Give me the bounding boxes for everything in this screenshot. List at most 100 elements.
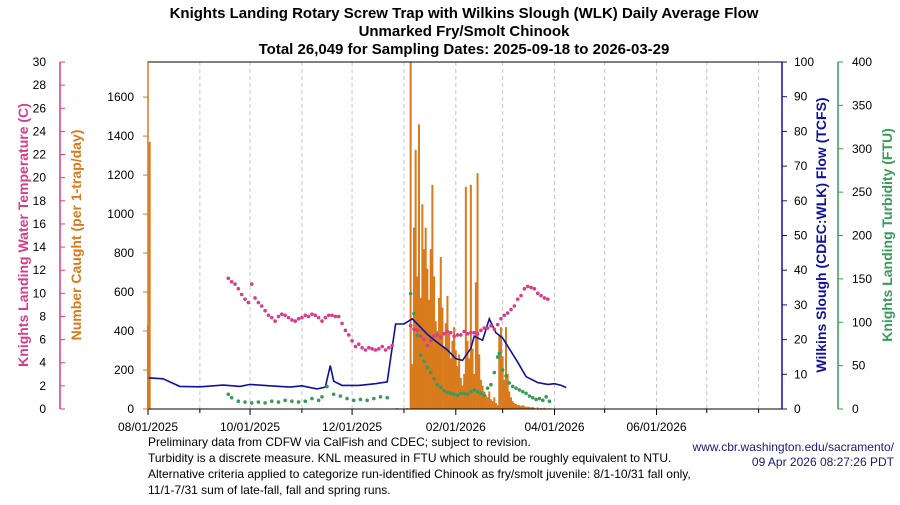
temperature-point bbox=[363, 348, 368, 352]
turbidity-point bbox=[422, 359, 426, 364]
catch-bar bbox=[421, 204, 424, 409]
temperature-point bbox=[266, 313, 271, 318]
temperature-point bbox=[492, 327, 497, 331]
catch-bar bbox=[530, 407, 533, 409]
catch-bar bbox=[513, 403, 516, 409]
temperature-point bbox=[415, 328, 420, 333]
temperature-point bbox=[300, 315, 304, 320]
turbidity-point bbox=[544, 395, 548, 399]
turbidity-point bbox=[517, 388, 522, 392]
temperature-point bbox=[452, 334, 456, 338]
catch-bar bbox=[453, 327, 456, 409]
turbidity-point bbox=[479, 391, 483, 396]
catch-bar bbox=[498, 334, 501, 409]
temperature-point bbox=[535, 291, 540, 296]
turbidity-point bbox=[412, 311, 416, 316]
temperature-points-layer bbox=[226, 276, 550, 352]
temperature-point bbox=[383, 348, 388, 352]
temp-tick-label: 0 bbox=[39, 402, 46, 416]
flow-tick-label: 10 bbox=[794, 367, 808, 381]
turbidity-point bbox=[500, 368, 505, 372]
temperature-point bbox=[313, 313, 318, 318]
catch-bar bbox=[451, 340, 454, 409]
turbidity-point bbox=[455, 393, 460, 397]
turbidity-point bbox=[408, 291, 413, 296]
turbidity-point bbox=[415, 333, 420, 338]
catch-bar bbox=[525, 407, 528, 409]
flow-tick-label: 80 bbox=[794, 124, 808, 138]
turbidity-point bbox=[472, 388, 477, 392]
turbidity-point bbox=[510, 384, 515, 389]
catch-bar bbox=[448, 332, 451, 409]
catch-bar bbox=[471, 348, 474, 409]
temp-tick-label: 26 bbox=[33, 101, 47, 115]
temperature-point bbox=[462, 329, 466, 334]
temperature-point bbox=[233, 282, 237, 286]
turbidity-point bbox=[492, 370, 497, 375]
temperature-point bbox=[390, 343, 395, 348]
turbidity-point bbox=[365, 398, 369, 403]
catch-bar bbox=[423, 249, 426, 409]
catch-bar bbox=[526, 406, 529, 409]
catch-tick-label: 400 bbox=[114, 324, 134, 338]
turbidity-point bbox=[418, 353, 423, 358]
turbidity-point bbox=[507, 381, 512, 385]
turbidity-point bbox=[530, 395, 535, 400]
temperature-point bbox=[333, 314, 338, 319]
turbidity-point bbox=[372, 396, 376, 401]
footnote-3: Alternative criteria applied to categori… bbox=[148, 467, 691, 481]
turbidity-point bbox=[465, 392, 470, 397]
turbidity-point bbox=[452, 392, 456, 397]
temperature-point bbox=[343, 328, 348, 333]
turbidity-point bbox=[249, 401, 254, 405]
temperature-point bbox=[432, 334, 436, 338]
flow-axis-label: Wilkins Slough (CDEC:WLK) Flow (TCFS) bbox=[813, 97, 829, 372]
catch-bar bbox=[516, 405, 519, 409]
catch-tick-label: 200 bbox=[114, 363, 134, 377]
catch-bar bbox=[481, 385, 484, 409]
turbidity-point bbox=[432, 376, 436, 381]
temp-tick-label: 12 bbox=[33, 263, 47, 277]
temperature-point bbox=[412, 327, 416, 331]
temperature-point bbox=[316, 315, 321, 320]
temperature-point bbox=[380, 344, 384, 349]
flow-tick-label: 60 bbox=[794, 194, 808, 208]
temperature-point bbox=[330, 313, 334, 318]
turbidity-point bbox=[495, 355, 500, 359]
catch-bar bbox=[466, 340, 469, 409]
turbidity-point bbox=[469, 389, 473, 394]
temperature-point bbox=[408, 323, 413, 328]
temperature-point bbox=[340, 321, 344, 326]
catch-bar bbox=[411, 364, 414, 409]
catch-bar bbox=[508, 391, 511, 409]
catch-bar bbox=[444, 323, 447, 409]
temp-tick-label: 8 bbox=[39, 309, 46, 323]
turbidity-points-layer bbox=[226, 291, 552, 405]
temperature-point bbox=[336, 314, 341, 319]
turbidity-point bbox=[290, 399, 294, 403]
catch-bar bbox=[474, 282, 477, 409]
turbidity-point bbox=[534, 397, 538, 402]
temp-tick-label: 22 bbox=[33, 148, 47, 162]
turbidity-point bbox=[445, 390, 450, 395]
temp-tick-label: 6 bbox=[39, 333, 46, 347]
turbidity-point bbox=[269, 399, 274, 403]
source-url[interactable]: www.cbr.washington.edu/sacramento/ bbox=[692, 440, 894, 454]
catch-bar bbox=[523, 406, 526, 409]
turbidity-tick-label: 50 bbox=[852, 359, 866, 373]
temperature-point bbox=[353, 344, 358, 349]
temperature-point bbox=[475, 332, 480, 336]
temperature-point bbox=[226, 276, 231, 281]
turbidity-tick-label: 0 bbox=[852, 402, 859, 416]
turbidity-point bbox=[520, 389, 525, 394]
turbidity-tick-label: 400 bbox=[852, 55, 872, 69]
catch-bar bbox=[463, 373, 466, 409]
turbidity-tick-label: 100 bbox=[852, 315, 872, 329]
temperature-point bbox=[367, 345, 371, 350]
catch-bar bbox=[484, 395, 487, 409]
turbidity-point bbox=[504, 374, 508, 378]
turbidity-point bbox=[358, 397, 363, 402]
catch-bar bbox=[501, 356, 504, 409]
catch-bar bbox=[468, 358, 471, 409]
catch-bar bbox=[536, 407, 539, 409]
